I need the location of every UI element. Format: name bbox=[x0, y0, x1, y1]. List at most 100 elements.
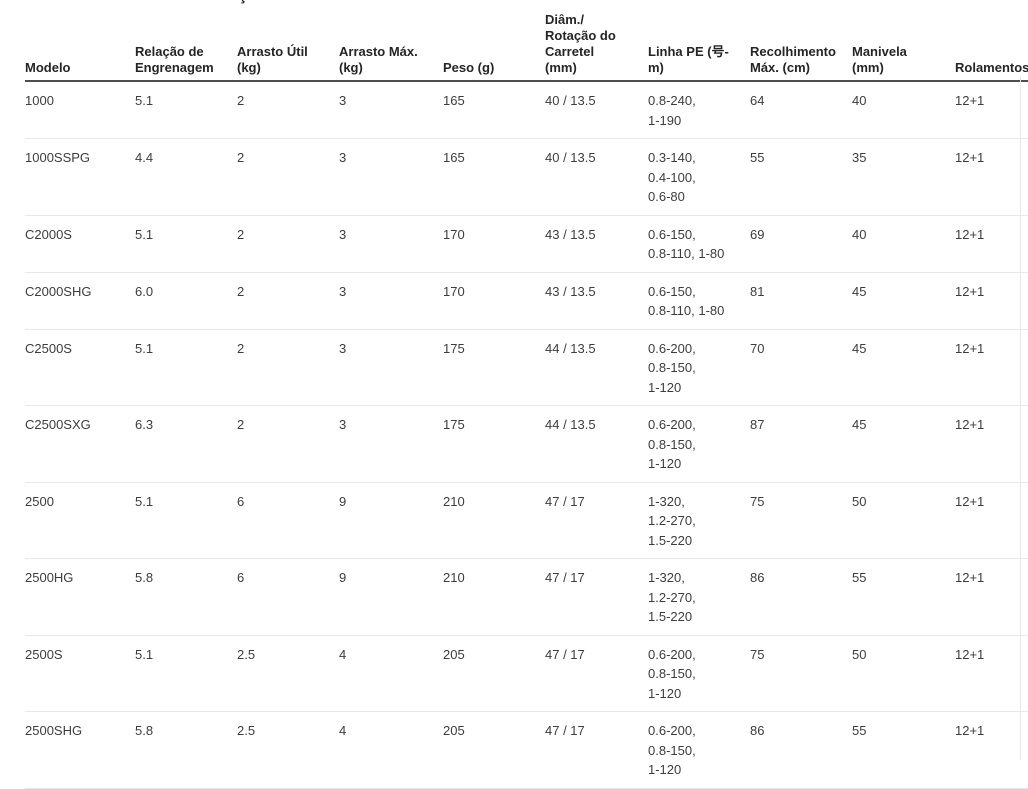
table-cell-arrasto-max: 3 bbox=[339, 138, 443, 216]
table-cell-manivela: 50 bbox=[852, 635, 955, 712]
table-cell-manivela: 45 bbox=[852, 329, 955, 406]
table-cell-manivela: 50 bbox=[852, 482, 955, 559]
table-cell-rolamentos: 12+1 bbox=[955, 635, 1028, 712]
table-cell-rolamentos: 12+1 bbox=[955, 215, 1028, 273]
table-cell-peso: 210 bbox=[443, 558, 545, 636]
table-cell-relacao: 6.3 bbox=[135, 405, 237, 483]
table-cell-relacao: 5.1 bbox=[135, 635, 237, 712]
column-header-arrasto-max: Arrasto Máx. (kg) bbox=[339, 0, 443, 82]
table-cell-peso: 210 bbox=[443, 482, 545, 559]
table-row: C2000SHG 6.0 2 3 170 43 / 13.5 0.6-150, 0.8-11… bbox=[25, 272, 1028, 330]
table-cell-relacao: 5.1 bbox=[135, 482, 237, 559]
table-cell-linha-pe: 0.3-140, 0.4-100, 0.6-80 bbox=[648, 138, 750, 216]
table-cell-manivela: 55 bbox=[852, 711, 955, 789]
table-cell-modelo: 1000 bbox=[25, 81, 135, 139]
table-cell-modelo: C2500SXG bbox=[25, 405, 135, 483]
table-cell-relacao: 6.0 bbox=[135, 272, 237, 330]
table-cell-peso: 165 bbox=[443, 81, 545, 139]
table-cell-recolhimento: 69 bbox=[750, 215, 852, 273]
table-cell-arrasto-max: 4 bbox=[339, 635, 443, 712]
table-cell-peso: 175 bbox=[443, 329, 545, 406]
specs-table-header: Modelo Relação de Engrenagem Arrasto Úti… bbox=[25, 0, 1028, 82]
table-cell-diam-rotacao: 43 / 13.5 bbox=[545, 215, 648, 273]
table-cell-recolhimento: 86 bbox=[750, 558, 852, 636]
table-cell-peso: 205 bbox=[443, 711, 545, 789]
column-header-linha-pe: Linha PE (号- m) bbox=[648, 0, 750, 82]
specs-table-container: Modelo Relação de Engrenagem Arrasto Úti… bbox=[25, 0, 1028, 789]
table-cell-manivela: 35 bbox=[852, 138, 955, 216]
table-cell-rolamentos: 12+1 bbox=[955, 482, 1028, 559]
column-header-relacao: Relação de Engrenagem bbox=[135, 0, 237, 82]
column-header-modelo: Modelo bbox=[25, 0, 135, 82]
column-header-arrasto-util: Arrasto Útil (kg) bbox=[237, 0, 339, 82]
table-cell-arrasto-util: 6 bbox=[237, 558, 339, 636]
column-header-recolhimento: Recolhimento Máx. (cm) bbox=[750, 0, 852, 82]
table-cell-rolamentos: 12+1 bbox=[955, 558, 1028, 636]
table-cell-rolamentos: 12+1 bbox=[955, 711, 1028, 789]
table-cell-modelo: C2000S bbox=[25, 215, 135, 273]
table-row: C2500SXG 6.3 2 3 175 44 / 13.5 0.6-200, 0.8-15… bbox=[25, 405, 1028, 483]
table-row: 2500SHG 5.8 2.5 4 205 47 / 17 0.6-200, 0.8-150… bbox=[25, 711, 1028, 789]
table-cell-peso: 165 bbox=[443, 138, 545, 216]
table-cell-linha-pe: 0.6-150, 0.8-110, 1-80 bbox=[648, 272, 750, 330]
table-cell-linha-pe: 0.6-150, 0.8-110, 1-80 bbox=[648, 215, 750, 273]
table-cell-rolamentos: 12+1 bbox=[955, 405, 1028, 483]
table-cell-diam-rotacao: 40 / 13.5 bbox=[545, 81, 648, 139]
table-cell-linha-pe: 0.6-200, 0.8-150, 1-120 bbox=[648, 405, 750, 483]
table-cell-relacao: 5.8 bbox=[135, 558, 237, 636]
table-cell-recolhimento: 70 bbox=[750, 329, 852, 406]
specs-table-body: 1000 5.1 2 3 165 40 / 13.5 0.8-240, 1-190 64 40 1… bbox=[25, 81, 1028, 789]
table-cell-arrasto-max: 3 bbox=[339, 81, 443, 139]
table-cell-relacao: 5.1 bbox=[135, 329, 237, 406]
column-header-peso: Peso (g) bbox=[443, 0, 545, 82]
table-cell-recolhimento: 81 bbox=[750, 272, 852, 330]
table-row: 1000 5.1 2 3 165 40 / 13.5 0.8-240, 1-190 64 40 1… bbox=[25, 81, 1028, 139]
table-cell-diam-rotacao: 47 / 17 bbox=[545, 635, 648, 712]
table-row: C2000S 5.1 2 3 170 43 / 13.5 0.6-150, 0.8-110,… bbox=[25, 215, 1028, 273]
table-cell-relacao: 4.4 bbox=[135, 138, 237, 216]
table-cell-arrasto-max: 3 bbox=[339, 329, 443, 406]
table-cell-diam-rotacao: 47 / 17 bbox=[545, 482, 648, 559]
table-cell-rolamentos: 12+1 bbox=[955, 81, 1028, 139]
table-cell-modelo: C2000SHG bbox=[25, 272, 135, 330]
table-cell-arrasto-util: 6 bbox=[237, 482, 339, 559]
table-cell-peso: 170 bbox=[443, 215, 545, 273]
table-cell-manivela: 45 bbox=[852, 272, 955, 330]
table-cell-linha-pe: 0.6-200, 0.8-150, 1-120 bbox=[648, 329, 750, 406]
table-cell-relacao: 5.1 bbox=[135, 81, 237, 139]
table-cell-diam-rotacao: 44 / 13.5 bbox=[545, 329, 648, 406]
table-cell-arrasto-max: 3 bbox=[339, 405, 443, 483]
table-cell-diam-rotacao: 43 / 13.5 bbox=[545, 272, 648, 330]
table-row: 2500 5.1 6 9 210 47 / 17 1-320, 1.2-270, 1.5-2… bbox=[25, 482, 1028, 559]
table-cell-arrasto-util: 2.5 bbox=[237, 711, 339, 789]
table-cell-manivela: 40 bbox=[852, 215, 955, 273]
table-cell-diam-rotacao: 47 / 17 bbox=[545, 711, 648, 789]
table-cell-rolamentos: 12+1 bbox=[955, 138, 1028, 216]
table-cell-rolamentos: 12+1 bbox=[955, 272, 1028, 330]
header-row: Modelo Relação de Engrenagem Arrasto Úti… bbox=[25, 0, 1028, 82]
table-cell-manivela: 55 bbox=[852, 558, 955, 636]
specs-table: Modelo Relação de Engrenagem Arrasto Úti… bbox=[25, 0, 1028, 789]
table-cell-recolhimento: 87 bbox=[750, 405, 852, 483]
table-cell-relacao: 5.1 bbox=[135, 215, 237, 273]
table-cell-arrasto-max: 4 bbox=[339, 711, 443, 789]
table-row: 2500S 5.1 2.5 4 205 47 / 17 0.6-200, 0.8-150, … bbox=[25, 635, 1028, 712]
column-header-diam-rotacao: Diâm./ Rotação do Carretel (mm) bbox=[545, 0, 648, 82]
table-row: C2500S 5.1 2 3 175 44 / 13.5 0.6-200, 0.8-150,… bbox=[25, 329, 1028, 406]
table-cell-recolhimento: 55 bbox=[750, 138, 852, 216]
table-cell-modelo: 2500S bbox=[25, 635, 135, 712]
table-cell-manivela: 40 bbox=[852, 81, 955, 139]
table-cell-arrasto-max: 3 bbox=[339, 272, 443, 330]
table-cell-peso: 205 bbox=[443, 635, 545, 712]
table-cell-diam-rotacao: 40 / 13.5 bbox=[545, 138, 648, 216]
table-cell-arrasto-max: 3 bbox=[339, 215, 443, 273]
table-cell-manivela: 45 bbox=[852, 405, 955, 483]
table-cell-recolhimento: 86 bbox=[750, 711, 852, 789]
table-row: 1000SSPG 4.4 2 3 165 40 / 13.5 0.3-140, 0.4-10… bbox=[25, 138, 1028, 216]
table-cell-linha-pe: 1-320, 1.2-270, 1.5-220 bbox=[648, 558, 750, 636]
table-cell-modelo: 2500SHG bbox=[25, 711, 135, 789]
table-cell-arrasto-util: 2 bbox=[237, 138, 339, 216]
table-cell-modelo: C2500S bbox=[25, 329, 135, 406]
table-cell-diam-rotacao: 47 / 17 bbox=[545, 558, 648, 636]
table-cell-arrasto-max: 9 bbox=[339, 482, 443, 559]
